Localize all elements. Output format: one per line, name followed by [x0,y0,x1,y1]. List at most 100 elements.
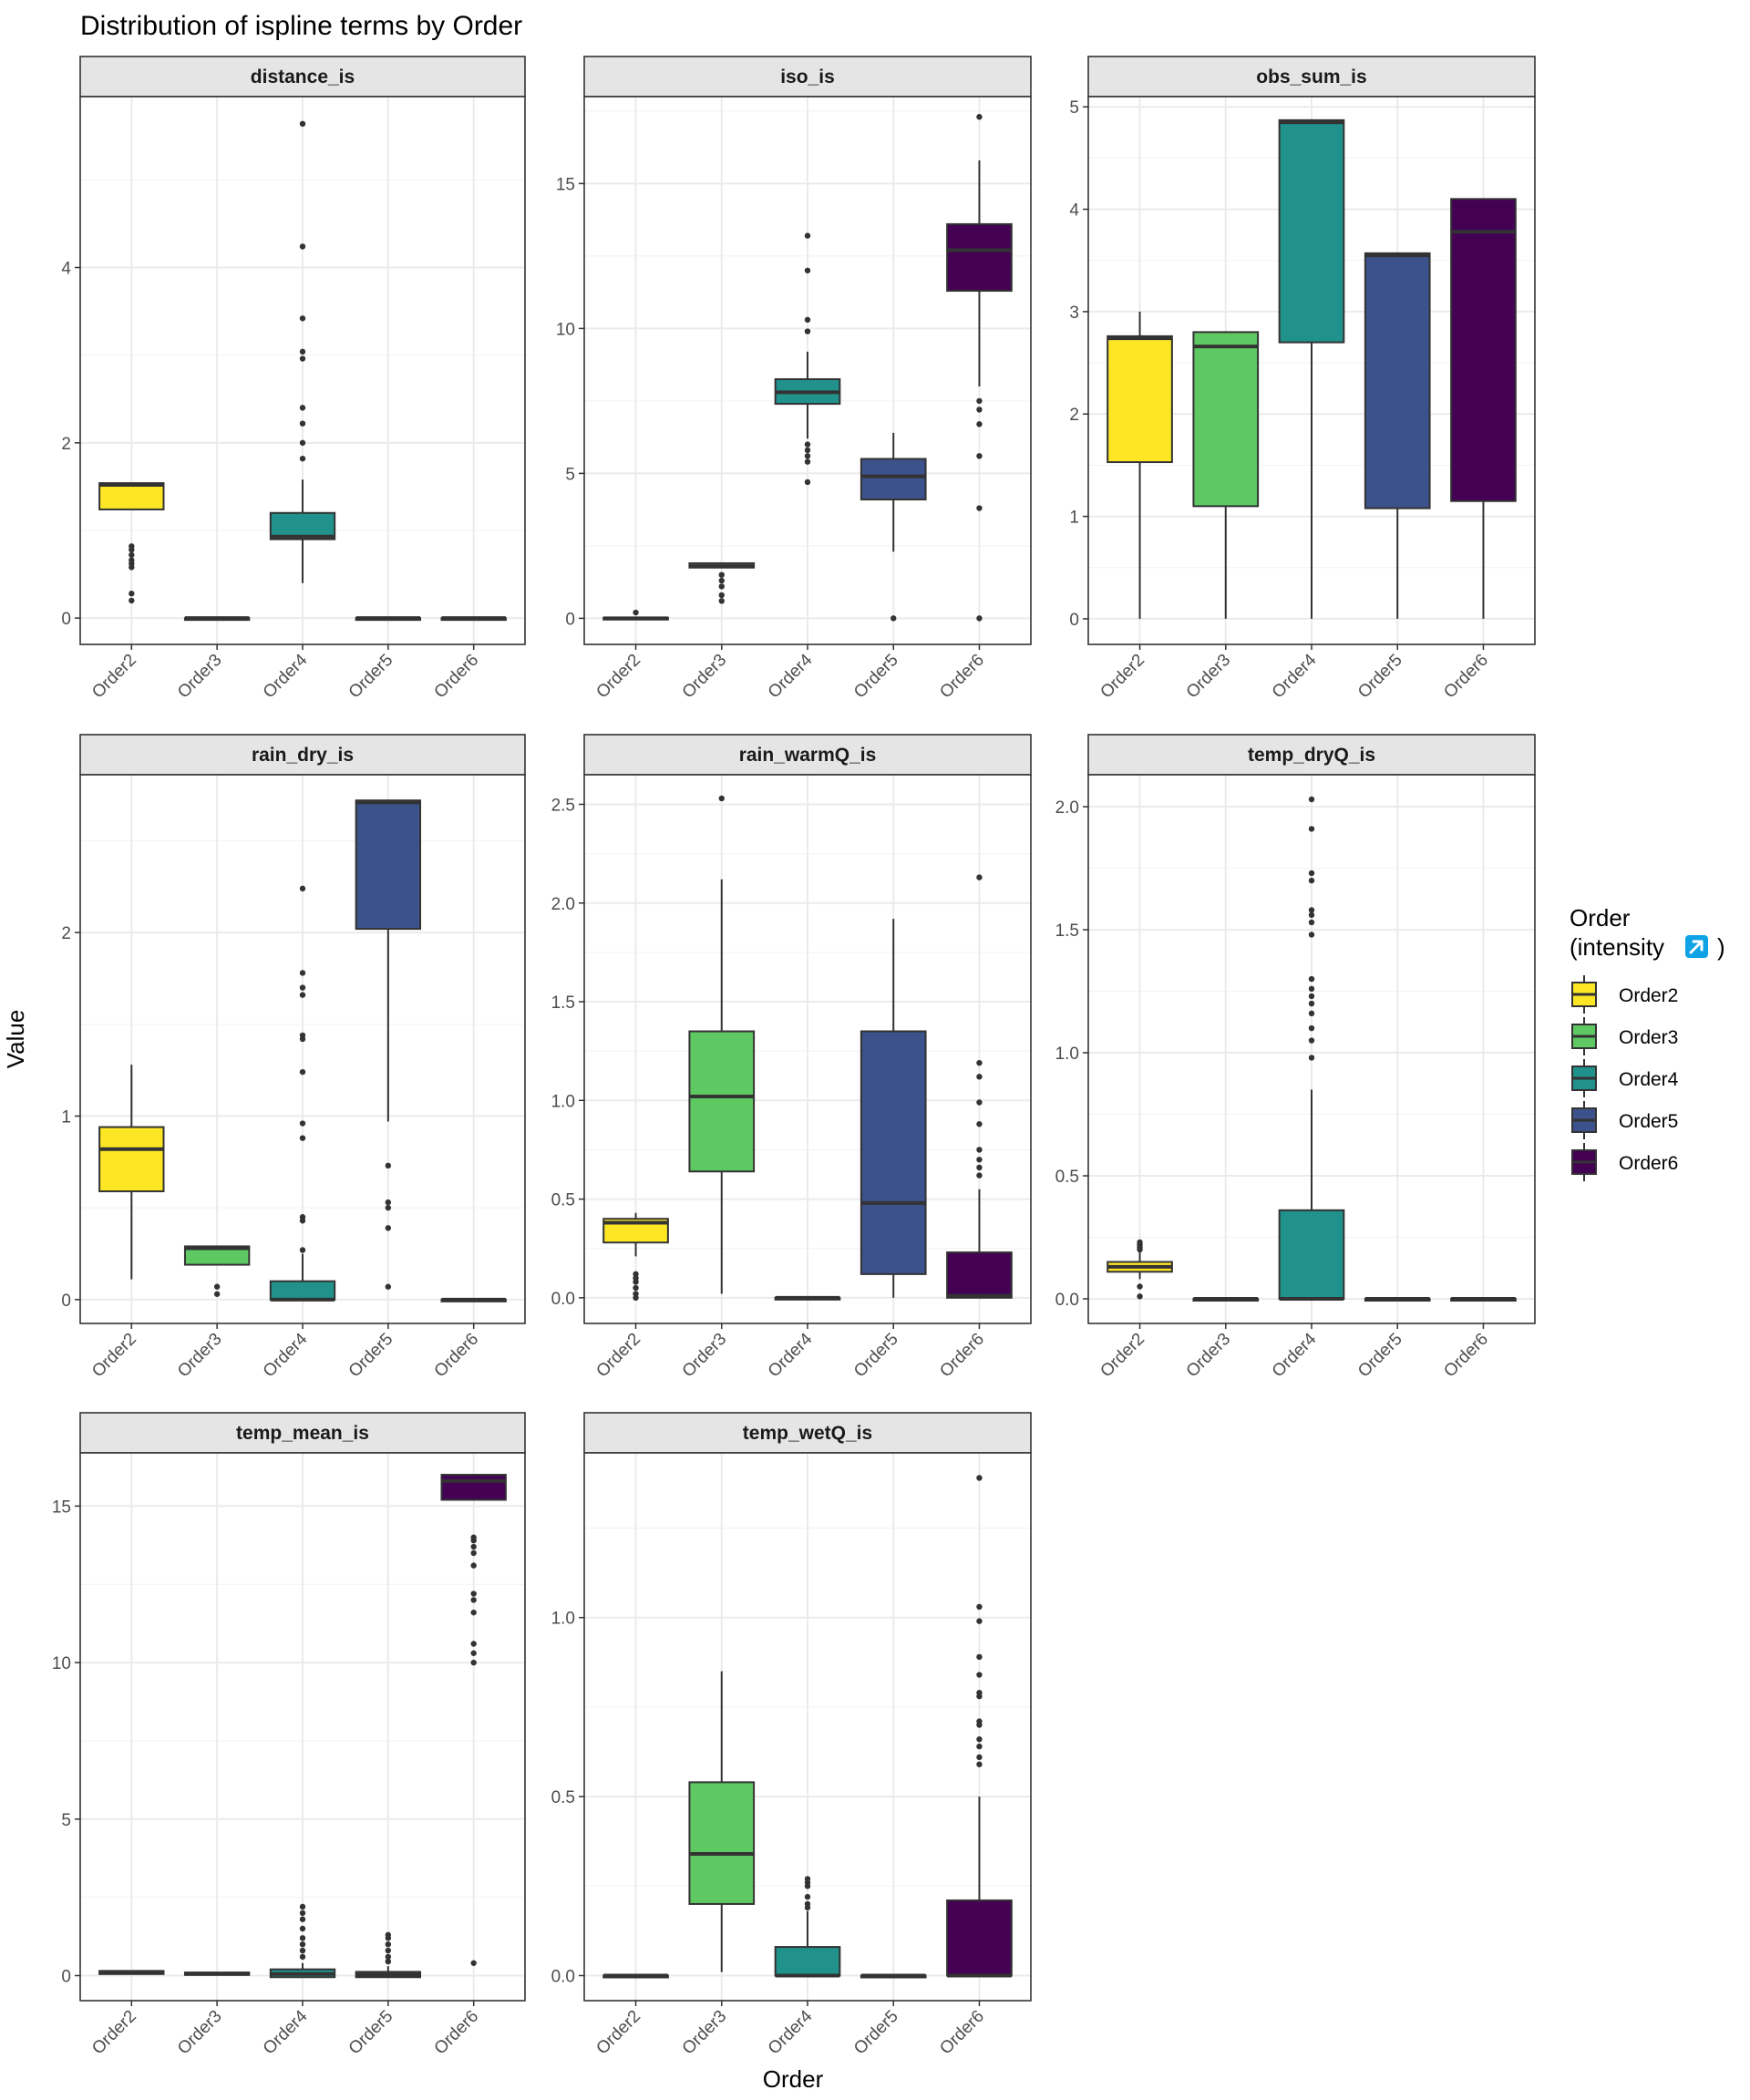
legend-items: Order2 Order3 Order4 Order5 Order6 [1571,975,1679,1181]
outlier-point [299,1910,306,1917]
outlier-point [976,1164,983,1171]
y-tick-label: 0.5 [1055,1168,1079,1187]
outlier-point [129,597,135,604]
outlier-point [976,453,983,459]
outlier-point [804,1876,811,1882]
facet-strip [79,56,526,98]
box-Order2 [98,1970,165,1975]
facet-label: rain_warmQ_is [739,745,877,766]
y-tick-label: 0 [61,1968,71,1987]
outlier-point [1137,1239,1143,1246]
legend-item-label: Order4 [1619,1069,1679,1090]
outlier-point [129,591,135,597]
iqr-box [98,482,165,510]
outlier-point [299,1218,306,1224]
y-tick-label: 0.0 [1055,1291,1079,1310]
outlier-point [1308,796,1315,803]
y-tick-label: 5 [1069,98,1079,118]
box-Order3 [688,1671,756,1972]
outlier-point [718,598,725,604]
iqr-box [860,1030,927,1275]
iqr-box [269,1280,336,1301]
outlier-point [804,1900,811,1908]
box-Order2 [602,1212,669,1302]
outlier-point [385,1931,392,1939]
box-Order5 [1364,1297,1431,1302]
box-Order3 [183,1971,251,1976]
outlier-point [299,315,306,322]
y-tick-label: 1.0 [551,1610,575,1629]
iqr-box [98,1126,165,1193]
y-tick-label: 1 [1069,509,1079,528]
outlier-point [299,243,306,250]
box-Order3 [1192,331,1260,619]
y-tick-label: 1 [61,1107,71,1127]
outlier-point [1308,1010,1315,1017]
outlier-point [976,505,983,511]
legend-title-line1: Order [1570,904,1631,932]
outlier-point [718,592,725,599]
outlier-point [1308,877,1315,884]
legend-title-line2-prefix: (intensity [1570,933,1664,961]
outlier-point [976,1618,983,1624]
iqr-box [1364,252,1431,510]
iqr-box [774,1946,841,1977]
facet-strip [583,56,1032,98]
outlier-point [976,1074,983,1080]
outlier-point [890,615,897,622]
outlier-point [633,1291,639,1297]
y-tick-label: 0 [61,610,71,629]
outlier-point [976,1718,983,1724]
y-tick-label: 1.5 [1055,921,1079,941]
outlier-point [299,439,306,447]
outlier-point [804,458,811,465]
legend-item-label: Order3 [1619,1027,1678,1048]
outlier-point [299,1247,306,1253]
outlier-point [470,1641,477,1647]
facet-label: temp_mean_is [236,1423,369,1444]
y-tick-label: 0.0 [551,1290,575,1309]
outlier-point [1308,932,1315,938]
outlier-point [976,1099,983,1106]
outlier-point [299,1925,306,1932]
outlier-point [299,1903,306,1910]
box-Order2 [98,1065,165,1280]
arrow-up-right-icon [1685,935,1708,958]
outlier-point [1308,993,1315,1000]
y-tick-label: 5 [61,1811,71,1830]
y-tick-label: 2.0 [1055,798,1079,818]
box-Order5 [860,1973,927,1979]
outlier-point [804,316,811,324]
outlier-point [976,397,983,405]
outlier-point [129,551,135,559]
outlier-point [385,1947,392,1954]
outlier-point [976,1761,983,1767]
outlier-point [213,1291,221,1297]
box-Order3 [688,561,756,604]
legend-item-Order6: Order6 [1571,1143,1678,1181]
iqr-box [946,1251,1013,1299]
legend-item-Order4: Order4 [1571,1059,1679,1097]
box-Order5 [860,432,927,622]
outlier-point [1308,826,1315,832]
box-Order5 [355,616,422,622]
outlier-point [1308,911,1315,919]
outlier-point [804,1893,811,1900]
outlier-point [1308,1000,1315,1007]
outlier-point [1308,919,1315,926]
iqr-box [688,1030,756,1173]
outlier-point [385,1940,392,1948]
y-tick-label: 4 [61,260,71,279]
outlier-point [1308,870,1315,877]
box-Order6 [946,1475,1013,1978]
iqr-box [946,1899,1013,1977]
outlier-point [1308,985,1315,993]
legend-item-Order2: Order2 [1571,975,1678,1014]
outlier-point [470,1659,477,1666]
y-tick-label: 10 [52,1654,71,1673]
facet-label: obs_sum_is [1256,67,1366,88]
outlier-point [976,1754,983,1761]
